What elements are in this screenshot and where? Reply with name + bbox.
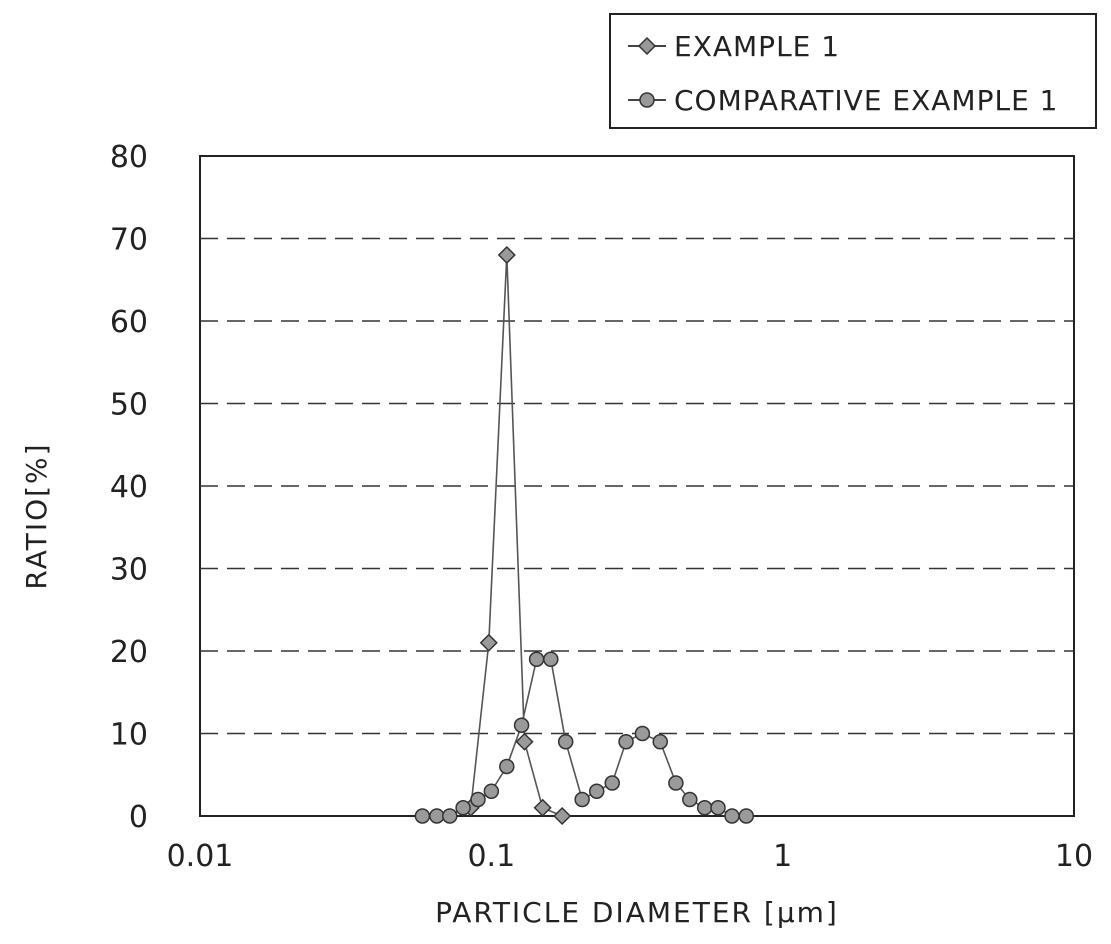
y-axis-ticks: 0 10 20 30 40 50 60 70 80 [110,140,148,835]
legend-label-comparative-example-1: COMPARATIVE EXAMPLE 1 [674,84,1058,117]
data-point-comparative-example-1 [515,718,529,732]
gridlines [200,239,1074,734]
data-point-comparative-example-1 [605,776,619,790]
data-point-comparative-example-1 [443,809,457,823]
data-point-example-1 [481,635,497,651]
data-point-comparative-example-1 [559,735,573,749]
data-point-comparative-example-1 [683,793,697,807]
data-point-comparative-example-1 [456,801,470,815]
data-point-comparative-example-1 [430,809,444,823]
legend: EXAMPLE 1 COMPARATIVE EXAMPLE 1 [610,14,1096,128]
data-point-example-1 [535,800,551,816]
data-point-example-1 [517,734,533,750]
data-point-comparative-example-1 [544,652,558,666]
y-tick-label: 0 [129,800,148,835]
data-point-comparative-example-1 [471,793,485,807]
data-point-comparative-example-1 [711,801,725,815]
series-lines [422,255,746,816]
x-axis-ticks: 0.01 0.1 1 10 [167,839,1093,874]
y-tick-label: 50 [110,388,148,423]
data-point-comparative-example-1 [739,809,753,823]
legend-label-example-1: EXAMPLE 1 [674,30,840,63]
data-point-comparative-example-1 [619,735,633,749]
y-tick-label: 30 [110,553,148,588]
data-point-comparative-example-1 [415,809,429,823]
x-tick-label: 1 [773,839,792,874]
y-tick-label: 60 [110,305,148,340]
data-point-comparative-example-1 [725,809,739,823]
data-point-example-1 [499,247,515,263]
y-tick-label: 20 [110,635,148,670]
data-point-example-1 [554,808,570,824]
x-tick-label: 0.01 [167,839,234,874]
circle-marker-icon [640,93,654,107]
data-point-comparative-example-1 [500,760,514,774]
data-point-comparative-example-1 [575,793,589,807]
series-markers [415,247,753,824]
data-point-comparative-example-1 [484,784,498,798]
y-tick-label: 10 [110,718,148,753]
data-point-comparative-example-1 [635,727,649,741]
x-tick-label: 0.1 [467,839,515,874]
y-tick-label: 70 [110,223,148,258]
x-tick-label: 10 [1055,839,1093,874]
y-tick-label: 40 [110,470,148,505]
data-point-comparative-example-1 [653,735,667,749]
data-point-comparative-example-1 [530,652,544,666]
y-tick-label: 80 [110,140,148,175]
x-axis-label: PARTICLE DIAMETER [μm] [435,896,839,929]
series-line-1 [471,255,562,816]
y-axis-label: RATIO[%] [20,442,53,589]
data-point-comparative-example-1 [698,801,712,815]
data-point-comparative-example-1 [590,784,604,798]
legend-entry-comparative-example-1: COMPARATIVE EXAMPLE 1 [628,84,1058,117]
data-point-comparative-example-1 [669,776,683,790]
